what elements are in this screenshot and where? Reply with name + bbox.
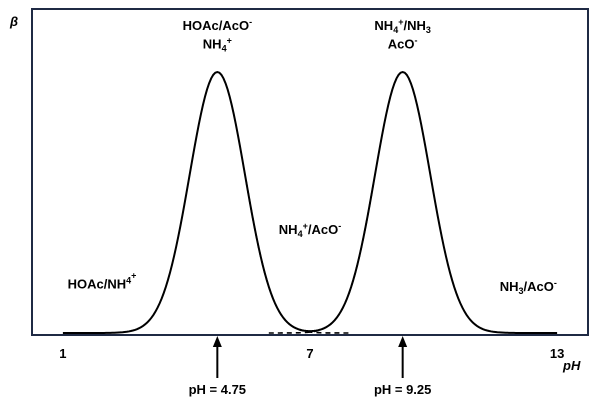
x-tick-label: 1 [59, 346, 66, 361]
plot-frame [31, 8, 589, 336]
pka-label: pH = 9.25 [374, 382, 431, 397]
x-tick-label: 13 [550, 346, 564, 361]
dashed-component-curve [245, 181, 352, 334]
arrow-head-icon [212, 336, 222, 347]
y-axis-label: β [9, 14, 18, 29]
species-annotation: NH4+/AcO- [279, 221, 341, 239]
x-axis-label: pH [562, 358, 581, 373]
x-tick-label: 7 [306, 346, 313, 361]
total-buffer-curve [62, 70, 558, 334]
dashed-component-curve [268, 181, 375, 334]
species-annotation: NH4+ [203, 36, 232, 54]
arrow-head-icon [398, 336, 408, 347]
species-annotation: NH4+/NH3 [374, 17, 430, 35]
species-annotation: NH3/AcO- [500, 278, 557, 296]
species-annotation: AcO- [388, 36, 418, 52]
pka-label: pH = 4.75 [189, 382, 246, 397]
species-annotation: HOAc/AcO- [183, 17, 252, 33]
species-annotation: HOAc/NH4+ [68, 271, 137, 292]
